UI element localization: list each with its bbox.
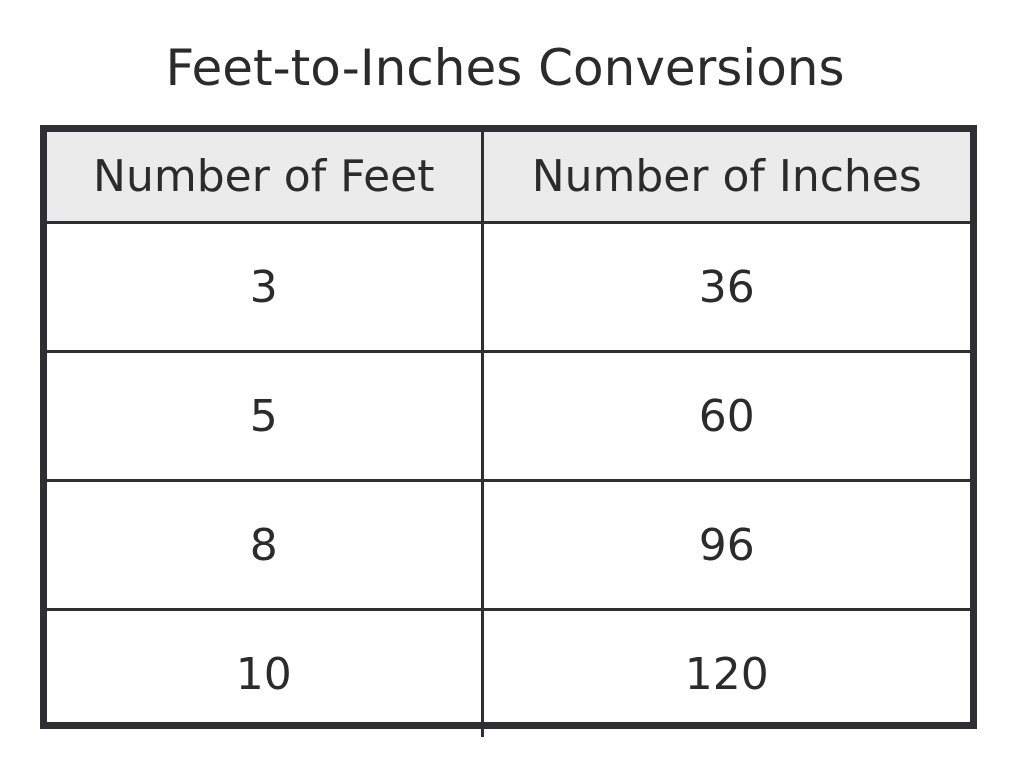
inches-cell: 120 — [480, 608, 970, 737]
table-row: 10 120 — [47, 608, 970, 737]
feet-cell: 10 — [47, 608, 484, 737]
conversion-table: Number of Feet Number of Inches 3 36 5 6… — [40, 125, 977, 737]
inches-cell: 60 — [480, 350, 970, 482]
feet-cell: 8 — [47, 479, 484, 611]
header-row: Number of Feet Number of Inches — [47, 132, 970, 224]
feet-cell: 3 — [47, 221, 484, 353]
table-row: 8 96 — [47, 479, 970, 611]
conversion-table-grid: Number of Feet Number of Inches 3 36 5 6… — [47, 132, 970, 737]
column-header-inches: Number of Inches — [480, 132, 970, 224]
table-title: Feet-to-Inches Conversions — [165, 39, 845, 97]
table-row: 3 36 — [47, 221, 970, 353]
column-header-feet: Number of Feet — [47, 132, 484, 224]
inches-cell: 96 — [480, 479, 970, 611]
feet-cell: 5 — [47, 350, 484, 482]
table-row: 5 60 — [47, 350, 970, 482]
inches-cell: 36 — [480, 221, 970, 353]
